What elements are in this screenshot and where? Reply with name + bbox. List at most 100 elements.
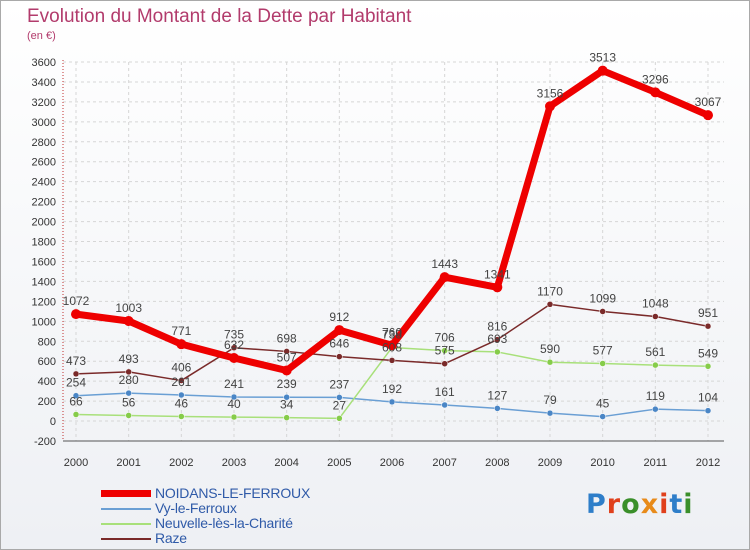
data-point bbox=[71, 309, 81, 320]
data-label: 493 bbox=[119, 352, 139, 366]
data-point bbox=[230, 344, 238, 351]
legend-swatch bbox=[101, 537, 151, 540]
data-label: 119 bbox=[646, 389, 665, 403]
data-point bbox=[125, 412, 132, 419]
data-label: 951 bbox=[698, 306, 718, 320]
data-point bbox=[546, 409, 554, 417]
logo-letter: r bbox=[606, 489, 622, 520]
data-point bbox=[178, 391, 185, 399]
data-point bbox=[545, 101, 555, 112]
legend-item: Raze bbox=[101, 531, 310, 546]
data-point bbox=[650, 87, 661, 98]
data-label: 56 bbox=[122, 395, 136, 409]
data-label: 1048 bbox=[642, 297, 669, 311]
data-point bbox=[703, 110, 713, 121]
data-label: 760 bbox=[382, 325, 402, 339]
data-label: 161 bbox=[435, 385, 455, 399]
y-tick-label: 2400 bbox=[32, 177, 56, 189]
y-tick-label: 3200 bbox=[32, 97, 56, 109]
data-point bbox=[230, 393, 238, 401]
x-tick-label: 2000 bbox=[64, 457, 88, 469]
data-label: 241 bbox=[224, 377, 244, 391]
data-point bbox=[546, 358, 554, 366]
data-label: 45 bbox=[596, 397, 610, 411]
legend-swatch bbox=[101, 507, 151, 510]
data-point bbox=[283, 348, 290, 355]
data-point bbox=[652, 405, 659, 413]
logo-letter: i bbox=[659, 489, 670, 520]
data-label: 549 bbox=[698, 346, 718, 360]
logo-letter: t bbox=[669, 489, 684, 520]
x-tick-label: 2010 bbox=[590, 457, 614, 469]
data-point bbox=[704, 363, 712, 370]
x-tick-label: 2009 bbox=[538, 457, 562, 469]
data-point bbox=[652, 361, 659, 369]
data-point bbox=[283, 393, 290, 401]
data-point bbox=[494, 405, 501, 412]
data-label: 632 bbox=[224, 338, 244, 352]
legend-item: NOIDANS-LE-FERROUX bbox=[101, 486, 310, 501]
legend-label: Raze bbox=[155, 530, 187, 546]
x-tick-label: 2008 bbox=[485, 457, 509, 469]
data-label: 46 bbox=[175, 396, 189, 410]
y-tick-label: 1600 bbox=[32, 256, 56, 268]
data-point bbox=[388, 357, 396, 364]
data-label: 590 bbox=[540, 342, 560, 356]
data-point bbox=[546, 301, 554, 308]
legend-label: Vy-le-Ferroux bbox=[155, 500, 237, 516]
data-label: 192 bbox=[382, 382, 402, 396]
chart-subtitle: (en €) bbox=[27, 30, 56, 42]
x-tick-label: 2001 bbox=[116, 457, 140, 469]
legend-item: Neuvelle-lès-la-Charité bbox=[101, 516, 310, 531]
data-label: 239 bbox=[277, 377, 297, 391]
data-label: 771 bbox=[171, 324, 191, 338]
data-point bbox=[336, 415, 343, 422]
data-label: 66 bbox=[69, 394, 83, 408]
data-point bbox=[494, 348, 501, 356]
x-tick-label: 2004 bbox=[274, 457, 298, 469]
data-point bbox=[178, 413, 185, 420]
legend-label: Neuvelle-lès-la-Charité bbox=[155, 515, 293, 531]
data-point bbox=[599, 308, 606, 315]
data-point bbox=[494, 336, 501, 343]
x-tick-label: 2005 bbox=[327, 457, 351, 469]
x-tick-label: 2012 bbox=[696, 457, 720, 469]
data-label: 1170 bbox=[537, 284, 563, 298]
data-label: 261 bbox=[171, 375, 191, 389]
data-point bbox=[125, 389, 132, 397]
data-label: 27 bbox=[333, 398, 347, 412]
x-tick-label: 2007 bbox=[432, 457, 456, 469]
data-label: 3067 bbox=[695, 95, 722, 109]
logo-letter: x bbox=[640, 489, 660, 520]
data-point bbox=[441, 401, 448, 409]
x-tick-label: 2003 bbox=[222, 457, 246, 469]
y-tick-label: 2000 bbox=[32, 217, 56, 229]
data-point bbox=[72, 392, 80, 399]
proxiti-logo: Proxiti bbox=[586, 489, 694, 520]
data-label: 1443 bbox=[431, 257, 458, 271]
data-label: 79 bbox=[543, 393, 557, 407]
data-point bbox=[439, 272, 450, 283]
data-label: 3513 bbox=[589, 51, 616, 65]
data-label: 40 bbox=[227, 397, 241, 411]
y-tick-label: 2800 bbox=[32, 137, 56, 149]
data-label: 507 bbox=[277, 350, 297, 364]
y-tick-label: 1200 bbox=[32, 296, 56, 308]
data-point bbox=[125, 368, 132, 376]
data-point bbox=[176, 339, 187, 350]
data-point bbox=[283, 414, 290, 421]
y-tick-label: 0 bbox=[50, 416, 56, 428]
data-point bbox=[652, 313, 659, 320]
data-label: 646 bbox=[329, 337, 349, 351]
legend-item: Vy-le-Ferroux bbox=[101, 501, 310, 516]
chart-title: Evolution du Montant de la Dette par Hab… bbox=[27, 6, 412, 27]
data-label: 1072 bbox=[63, 294, 90, 308]
data-point bbox=[334, 325, 345, 336]
data-point bbox=[178, 377, 185, 384]
y-tick-label: 2600 bbox=[32, 157, 56, 169]
data-point bbox=[387, 340, 397, 351]
data-point bbox=[704, 407, 712, 414]
data-label: 1003 bbox=[115, 301, 142, 315]
legend-swatch bbox=[101, 490, 151, 497]
data-point bbox=[123, 316, 134, 327]
